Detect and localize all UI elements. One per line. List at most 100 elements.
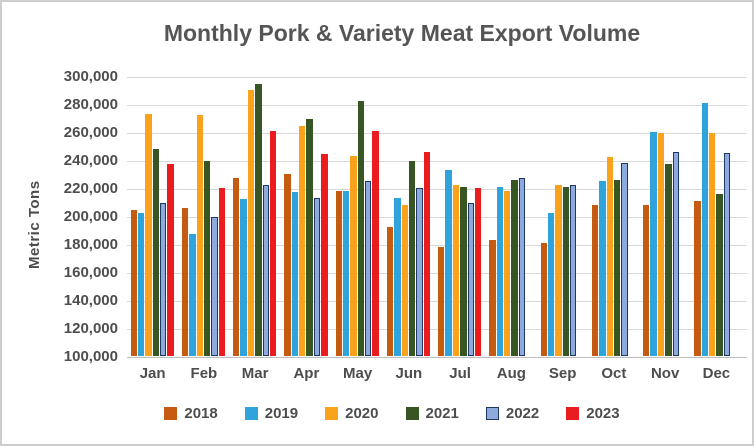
bar-2023-mar <box>269 130 277 356</box>
y-tick-label: 100,000 <box>63 348 118 365</box>
y-tick-label: 300,000 <box>63 68 118 85</box>
bar-2019-jul <box>445 169 452 356</box>
y-tick-label: 240,000 <box>63 152 118 169</box>
x-axis-label-jun: Jun <box>395 365 423 382</box>
bar-2018-nov <box>643 204 650 356</box>
legend-swatch-2018 <box>164 407 178 420</box>
bar-2020-aug <box>504 190 511 356</box>
gridline <box>127 329 747 330</box>
bar-2019-jan <box>137 213 145 356</box>
legend-item-2020: 2020 <box>325 405 379 422</box>
bar-2018-apr <box>284 174 291 356</box>
bar-2020-jul <box>452 185 460 356</box>
bar-2019-sep <box>547 213 555 356</box>
legend-item-2022: 2022 <box>485 405 540 422</box>
bar-2022-aug <box>518 178 526 356</box>
bar-2022-jul <box>467 203 474 356</box>
legend-label-2023: 2023 <box>586 405 620 422</box>
bar-2020-may <box>350 155 357 356</box>
legend-label-2019: 2019 <box>264 405 299 422</box>
bar-2023-jul <box>474 188 482 356</box>
legend-swatch-2019 <box>244 407 258 420</box>
bar-2022-apr <box>313 197 321 356</box>
bar-2019-may <box>342 190 350 356</box>
bar-2019-nov <box>650 132 657 356</box>
bar-2018-jan <box>130 210 137 356</box>
bar-2018-dec <box>694 200 701 356</box>
x-axis-label-jul: Jul <box>449 365 471 382</box>
bar-2022-feb <box>211 217 218 356</box>
legend-item-2018: 2018 <box>164 405 218 422</box>
legend-label-2020: 2020 <box>345 405 379 422</box>
bar-2018-feb <box>181 207 189 356</box>
bar-2021-nov <box>665 164 672 356</box>
bar-2022-may <box>365 181 372 356</box>
legend-swatch-2021 <box>405 407 419 420</box>
y-tick-label: 260,000 <box>63 124 118 141</box>
bar-2021-jan <box>152 148 159 356</box>
gridline <box>127 133 747 134</box>
bar-2022-jan <box>160 203 167 356</box>
x-axis-label-aug: Aug <box>496 365 526 382</box>
gridline <box>127 301 747 302</box>
gridline <box>127 245 747 246</box>
x-axis-label-nov: Nov <box>650 365 680 382</box>
bar-2020-mar <box>247 90 255 356</box>
bar-2019-mar <box>240 199 247 356</box>
x-axis-label-dec: Dec <box>702 365 731 382</box>
bar-2021-dec <box>716 193 723 356</box>
y-tick-label: 140,000 <box>63 292 118 309</box>
x-axis-label-apr: Apr <box>293 365 320 382</box>
legend-label-2021: 2021 <box>425 405 459 422</box>
bar-2021-sep <box>562 186 569 356</box>
bar-2019-dec <box>701 102 708 356</box>
bar-2021-aug <box>511 179 518 356</box>
legend-swatch-2022 <box>485 407 499 420</box>
y-tick-label: 200,000 <box>63 208 118 225</box>
x-axis-label-jan: Jan <box>139 365 166 382</box>
bar-2019-jun <box>394 197 401 356</box>
bar-2022-mar <box>262 185 269 356</box>
bar-2021-apr <box>306 119 313 356</box>
gridline <box>127 217 747 218</box>
x-axis-label-feb: Feb <box>190 365 218 382</box>
bar-2023-jan <box>167 164 174 356</box>
bar-2020-apr <box>299 126 306 356</box>
bar-2019-apr <box>291 192 298 356</box>
bar-2018-jun <box>386 227 394 356</box>
x-axis-label-oct: Oct <box>601 365 627 382</box>
bar-2022-dec <box>723 153 731 356</box>
bar-2020-sep <box>555 185 562 356</box>
chart-title: Monthly Pork & Variety Meat Export Volum… <box>163 20 641 46</box>
bar-2022-oct <box>621 162 628 356</box>
bar-2019-oct <box>599 181 606 356</box>
bar-2020-feb <box>196 115 203 356</box>
bar-2023-jun <box>423 151 430 356</box>
plot-area <box>127 77 747 358</box>
x-axis-label-mar: Mar <box>241 365 269 382</box>
bar-2021-may <box>357 101 364 356</box>
bar-2022-sep <box>570 185 577 356</box>
legend-item-2021: 2021 <box>405 405 459 422</box>
bar-2019-aug <box>496 186 503 356</box>
y-tick-label: 120,000 <box>63 320 118 337</box>
bar-2019-feb <box>189 234 196 356</box>
bar-2021-jul <box>460 186 467 356</box>
bar-2021-mar <box>255 84 262 356</box>
bar-2021-feb <box>203 161 211 356</box>
x-axis-line <box>127 357 747 358</box>
bar-2023-apr <box>321 154 328 356</box>
legend-item-2023: 2023 <box>566 405 620 422</box>
legend-label-2022: 2022 <box>505 405 540 422</box>
bar-2021-oct <box>613 179 621 356</box>
y-tick-label: 180,000 <box>63 236 118 253</box>
bar-2018-oct <box>591 204 599 356</box>
gridline <box>127 189 747 190</box>
gridline <box>127 105 747 106</box>
bar-2020-dec <box>709 133 716 356</box>
bar-2018-may <box>335 190 342 356</box>
gridline <box>127 161 747 162</box>
bar-2018-aug <box>489 239 496 356</box>
legend-item-2019: 2019 <box>244 405 299 422</box>
legend-swatch-2023 <box>566 407 580 420</box>
